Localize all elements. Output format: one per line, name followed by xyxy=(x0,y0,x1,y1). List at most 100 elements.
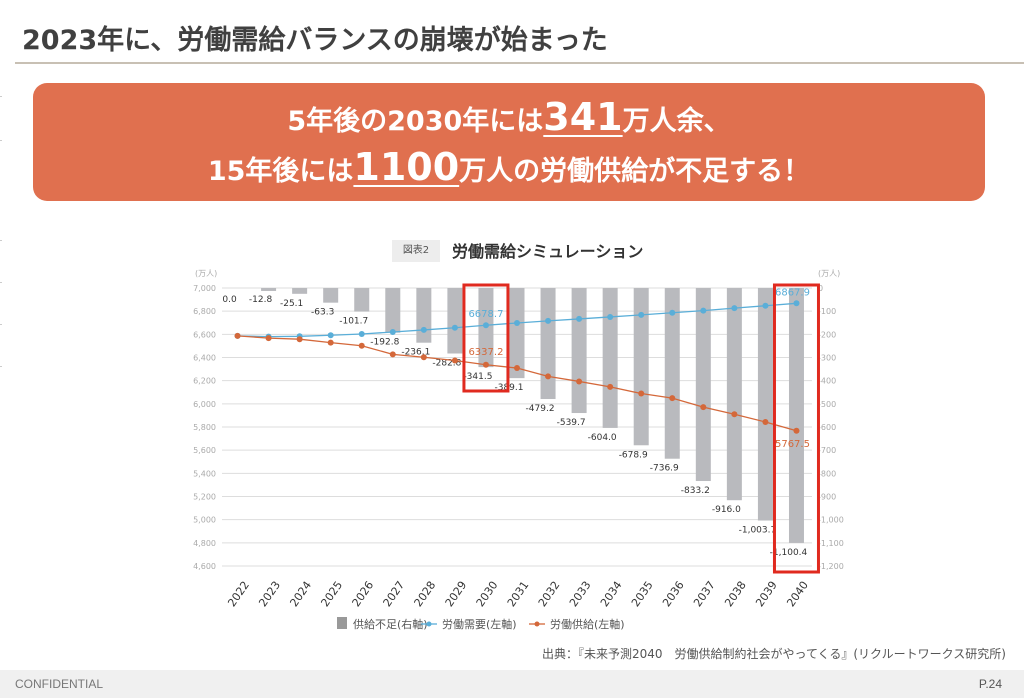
bar-shortage-2025 xyxy=(323,288,339,303)
x-axis-tick: 2033 xyxy=(567,579,594,609)
supply-point-2033 xyxy=(576,378,583,385)
margin-mark xyxy=(0,324,2,325)
legend-label: 供給不足(右軸) xyxy=(353,617,428,631)
bar-value-label: -192.8 xyxy=(370,338,399,348)
left-axis-tick: 4,800 xyxy=(193,539,216,548)
x-axis-tick: 2024 xyxy=(287,579,314,609)
demand-point-2037 xyxy=(700,307,707,314)
bar-value-label: -916.0 xyxy=(712,505,741,515)
supply-point-2025 xyxy=(327,339,334,346)
demand-value-label: 6678.7 xyxy=(468,309,503,320)
demand-point-2030 xyxy=(482,322,489,329)
bar-value-label: -25.1 xyxy=(280,299,303,309)
x-axis-tick: 2038 xyxy=(722,579,749,609)
demand-point-2035 xyxy=(638,311,645,318)
demand-point-2026 xyxy=(358,330,365,337)
supply-point-2032 xyxy=(545,373,552,380)
bar-shortage-2028 xyxy=(416,288,432,343)
supply-point-2038 xyxy=(731,411,738,418)
left-axis-tick: 5,200 xyxy=(193,493,216,502)
highlight-box-2040 xyxy=(772,283,820,574)
banner-text: 万人の労働供給が不足する！ xyxy=(459,156,811,187)
x-axis-tick: 2035 xyxy=(629,579,656,609)
left-axis-tick: 6,400 xyxy=(193,354,216,363)
bar-value-label: -63.3 xyxy=(311,308,334,318)
left-axis-tick: 7,000 xyxy=(193,284,216,293)
supply-point-2040 xyxy=(793,427,800,434)
margin-mark xyxy=(0,240,2,241)
x-axis-tick: 2030 xyxy=(474,579,501,609)
highlight-box-2030 xyxy=(462,283,510,393)
x-axis-tick: 2026 xyxy=(350,579,377,609)
left-axis-tick: 5,400 xyxy=(193,469,216,478)
x-axis-tick: 2029 xyxy=(443,579,470,609)
right-axis-tick: -1,000 xyxy=(818,516,844,525)
bar-value-label: -479.2 xyxy=(526,404,555,414)
legend-demand-marker xyxy=(426,621,432,627)
demand-point-2033 xyxy=(576,315,583,322)
supply-point-2023 xyxy=(265,335,272,342)
bar-value-label: -678.9 xyxy=(619,450,648,460)
right-axis-unit: (万人) xyxy=(818,269,840,278)
right-axis-tick: -600 xyxy=(818,423,836,432)
left-axis-unit: (万人) xyxy=(195,269,217,278)
left-axis-tick: 6,000 xyxy=(193,400,216,409)
page-number: P.24 xyxy=(978,677,1002,691)
x-axis-tick: 2032 xyxy=(536,579,563,609)
margin-mark xyxy=(0,282,2,283)
x-axis-tick: 2027 xyxy=(381,579,408,609)
right-axis-tick: -1,200 xyxy=(818,562,844,571)
bar-value-label: -1,003.7 xyxy=(739,526,777,536)
bar-shortage-2035 xyxy=(633,288,649,446)
bar-shortage-2027 xyxy=(385,288,401,333)
banner-text: 5年後の2030年には xyxy=(287,106,544,137)
margin-mark xyxy=(0,140,2,141)
x-axis-tick: 2025 xyxy=(318,579,345,609)
left-axis-tick: 5,800 xyxy=(193,423,216,432)
x-axis-tick: 2028 xyxy=(412,579,439,609)
bar-value-label: -236.1 xyxy=(401,348,430,358)
left-axis-tick: 5,000 xyxy=(193,516,216,525)
legend-supply-marker xyxy=(534,621,540,627)
bar-value-label: -833.2 xyxy=(681,486,710,496)
demand-point-2038 xyxy=(731,305,738,312)
demand-point-2040 xyxy=(793,300,800,307)
bar-value-label: -12.8 xyxy=(249,295,273,305)
supply-point-2026 xyxy=(358,342,365,349)
demand-point-2032 xyxy=(545,317,552,324)
right-axis-tick: -1,100 xyxy=(818,539,844,548)
supply-point-2027 xyxy=(389,351,396,358)
x-axis-tick: 2040 xyxy=(784,579,811,609)
footer-bar: CONFIDENTIAL P.24 xyxy=(0,670,1024,698)
x-axis-tick: 2039 xyxy=(753,579,780,609)
bar-value-label: -1,100.4 xyxy=(770,548,808,558)
bar-value-label: -341.5 xyxy=(463,372,492,382)
right-axis-tick: -900 xyxy=(818,493,836,502)
supply-value-label: 5767.5 xyxy=(775,439,810,450)
demand-point-2034 xyxy=(607,313,614,320)
bar-shortage-2038 xyxy=(726,288,742,501)
right-axis-tick: -100 xyxy=(818,307,836,316)
supply-point-2030 xyxy=(482,361,489,368)
supply-point-2037 xyxy=(700,404,707,411)
supply-point-2036 xyxy=(669,395,676,402)
title-divider xyxy=(15,62,1024,64)
page-title: 2023年に、労働需給バランスの崩壊が始まった xyxy=(22,25,608,56)
bar-value-label: -604.0 xyxy=(588,433,617,443)
right-axis-tick: -700 xyxy=(818,446,836,455)
margin-mark xyxy=(0,366,2,367)
demand-point-2036 xyxy=(669,309,676,316)
headline-banner: 5年後の2030年には341万人余、 15年後には1100万人の労働供給が不足す… xyxy=(33,83,985,201)
bar-value-label: 0.0 xyxy=(222,295,237,305)
bar-value-label: -736.9 xyxy=(650,464,679,474)
bar-shortage-2024 xyxy=(292,288,308,294)
legend-label: 労働需要(左軸) xyxy=(442,617,517,631)
bar-shortage-2031 xyxy=(509,288,525,379)
supply-point-2035 xyxy=(638,390,645,397)
x-axis-tick: 2034 xyxy=(598,579,625,609)
bar-shortage-2034 xyxy=(602,288,618,428)
bar-value-label: -539.7 xyxy=(557,418,586,428)
banner-highlight-number: 1100 xyxy=(353,145,460,189)
bar-shortage-2029 xyxy=(447,288,463,354)
bar-shortage-2023 xyxy=(261,288,277,291)
